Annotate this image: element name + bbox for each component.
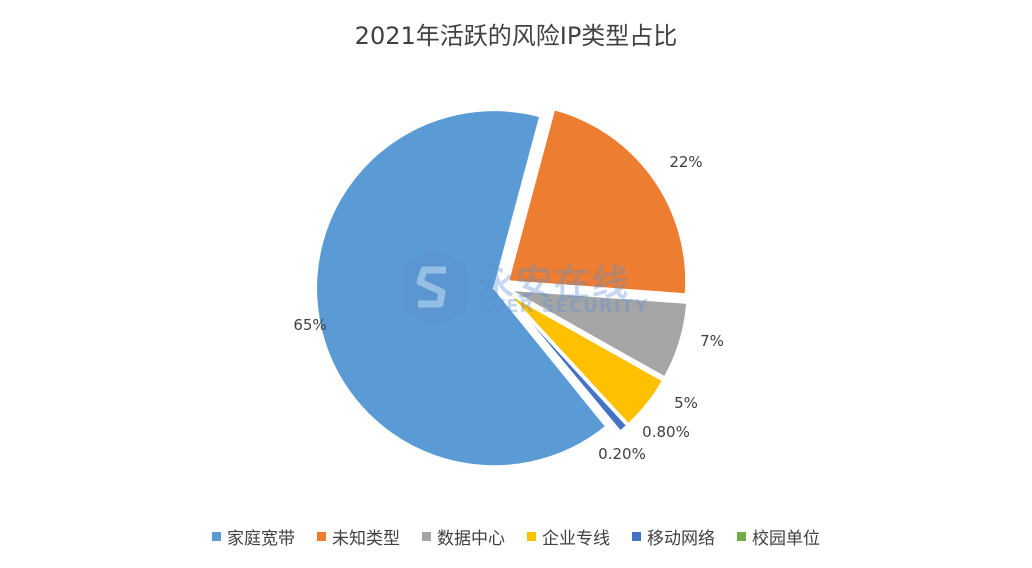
data-label-4: 5% — [674, 394, 698, 412]
data-label-5: 0.80% — [642, 423, 690, 441]
data-label-6: 0.20% — [598, 445, 646, 463]
watermark-logo-icon — [402, 248, 466, 328]
chart-title: 2021年活跃的风险IP类型占比 — [354, 22, 678, 50]
legend-swatch — [527, 532, 536, 541]
legend-swatch — [737, 532, 746, 541]
pie-slice-2 — [506, 108, 688, 296]
watermark-text: 永安在线 — [478, 263, 631, 304]
legend-item-4: 企业专线 — [527, 524, 610, 549]
legend-label: 未知类型 — [332, 529, 400, 549]
data-label-2: 22% — [669, 153, 702, 171]
legend-label: 企业专线 — [542, 529, 610, 549]
legend-label: 移动网络 — [647, 529, 715, 549]
legend-label: 家庭宽带 — [227, 529, 295, 549]
legend-item-5: 移动网络 — [632, 524, 715, 549]
legend: 家庭宽带 未知类型 数据中心 企业专线 移动网络 校园单位 — [0, 524, 1032, 549]
pie-slice-1 — [315, 109, 608, 468]
pie-slice-4 — [507, 292, 665, 426]
legend-item-3: 数据中心 — [422, 524, 505, 549]
data-label-3: 7% — [700, 332, 724, 350]
legend-item-6: 校园单位 — [737, 524, 820, 549]
legend-swatch — [212, 532, 221, 541]
legend-swatch — [422, 532, 431, 541]
watermark-subtext: EVER SECURITY — [478, 296, 649, 317]
legend-label: 数据中心 — [437, 529, 505, 549]
data-label-1: 65% — [293, 316, 326, 334]
legend-swatch — [317, 532, 326, 541]
legend-label: 校园单位 — [752, 529, 820, 549]
legend-item-2: 未知类型 — [317, 524, 400, 549]
legend-swatch — [632, 532, 641, 541]
pie-slice-3 — [509, 288, 689, 379]
legend-item-1: 家庭宽带 — [212, 524, 295, 549]
pie-slice-6 — [505, 294, 622, 435]
